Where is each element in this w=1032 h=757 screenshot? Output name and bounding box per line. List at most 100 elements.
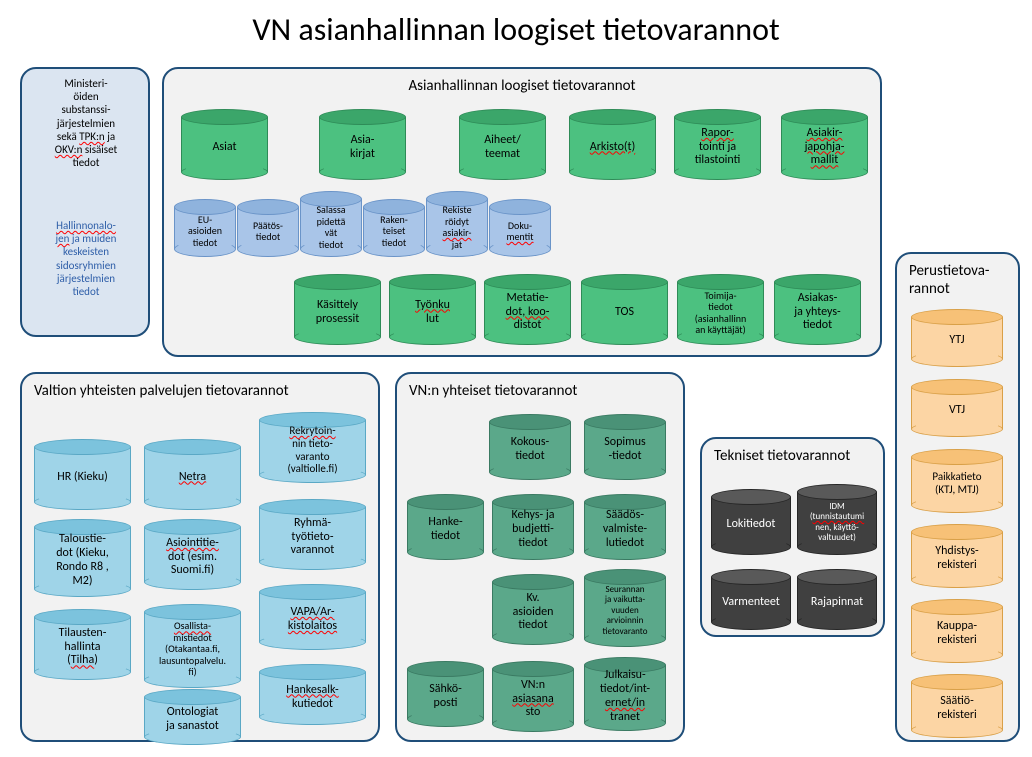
left-text-1: Ministeri-öidensubstanssi-järjestelmiens… <box>30 77 142 169</box>
cylinder-label: Hankesalk-kutiedot <box>286 684 338 712</box>
cylinder-label: Raken-teisettiedot <box>380 214 408 249</box>
cylinder-vnn-3: Kehys- jabudjetti-tiedot <box>493 502 573 552</box>
cylinder-vnn-8: VN:nasiasanasto <box>493 669 573 724</box>
cylinder-label: Ontologiatja sanastot <box>166 706 219 734</box>
cylinder-label: Kv.asioidentiedot <box>513 592 554 633</box>
cylinder-label: Doku-mentit <box>506 220 533 243</box>
cylinder-tekniset-2: Varmenteet <box>712 577 790 622</box>
cylinder-asianhallinta_row3-5: Asiakas-ja yhteys-tiedot <box>775 282 860 337</box>
cylinder-label: Asiakas-ja yhteys-tiedot <box>794 292 840 333</box>
cylinder-label: EU-asioidentiedot <box>188 214 222 249</box>
cylinder-label: VTJ <box>949 404 965 418</box>
cylinder-vnn-5: Kv.asioidentiedot <box>493 582 573 637</box>
cylinder-label: VN:nasiasanasto <box>512 679 553 720</box>
cylinder-label: Yhdistys-rekisteri <box>935 545 978 573</box>
cylinder-asianhallinta_row3-4: Toimija-tiedot(asianhallinnan käyttäjät) <box>678 282 763 337</box>
cylinder-asianhallinta_row2-1: Päätös-tiedot <box>238 207 298 249</box>
cylinder-label: Rajapinnat <box>811 596 863 610</box>
cylinder-label: Kauppa-rekisteri <box>937 620 977 648</box>
cylinder-label: Käsittelyprosessit <box>316 299 359 327</box>
cylinder-perus-3: Yhdistys-rekisteri <box>912 532 1002 580</box>
cylinder-perus-1: VTJ <box>912 387 1002 429</box>
cylinder-asianhallinta_row1-1: Asia-kirjat <box>320 117 405 172</box>
cylinder-asianhallinta_row2-0: EU-asioidentiedot <box>175 207 235 249</box>
cylinder-perus-5: Säätiö-rekisteri <box>912 682 1002 730</box>
cylinder-valtion-1: Netra <box>145 447 240 502</box>
cylinder-vnn-2: Hanke-tiedot <box>408 502 483 552</box>
cylinder-valtion-7: Osallista-mistiedot(Otakantaa.fi,lausunt… <box>145 612 240 680</box>
cylinder-valtion-8: VAPA/Ar-kistolaitos <box>260 592 365 642</box>
cylinder-vnn-6: Seurannanja vaikutta-vuudenarvioinnintie… <box>585 577 665 639</box>
cylinder-asianhallinta_row2-3: Raken-teisettiedot <box>364 207 424 249</box>
group-left-small: Ministeri-öidensubstanssi-järjestelmiens… <box>20 67 150 337</box>
cylinder-valtion-4: Asiointitie-dot (esim.Suomi.fi) <box>145 527 240 582</box>
cylinder-label: Aiheet/teemat <box>484 134 521 162</box>
cylinder-vnn-1: Sopimus-tiedot <box>585 422 665 472</box>
cylinder-vnn-4: Säädös-valmiste-lutiedot <box>585 502 665 552</box>
page-title: VN asianhallinnan loogiset tietovarannot <box>10 10 1022 49</box>
cylinder-perus-2: Paikkatieto(KTJ, MTJ) <box>912 457 1002 505</box>
cylinder-asianhallinta_row1-0: Asiat <box>182 117 267 172</box>
cylinder-label: Ryhmä-työtieto-varannot <box>291 517 335 558</box>
cylinder-label: Tilausten-hallinta(Tilha) <box>59 627 107 668</box>
cylinder-perus-0: YTJ <box>912 317 1002 359</box>
cylinder-label: Netra <box>179 471 206 485</box>
group-title-perus: Perustietova- rannot <box>909 262 1006 298</box>
left-text-2: Hallinnonalo-jen ja muidenkeskeistensido… <box>30 219 142 298</box>
cylinder-label: Rapor-tointi jatilastointi <box>695 127 741 168</box>
cylinder-asianhallinta_row3-3: TOS <box>582 282 667 337</box>
cylinder-asianhallinta_row3-0: Käsittelyprosessit <box>295 282 380 337</box>
cylinder-vnn-9: Julkaisu-tiedot/int-ernet/intranet <box>585 665 665 723</box>
cylinder-vnn-7: Sähkö-posti <box>408 669 483 719</box>
cylinder-asianhallinta_row3-1: Työnkulut <box>390 282 475 337</box>
cylinder-label: Toimija-tiedot(asianhallinnan käyttäjät) <box>695 290 747 336</box>
cylinder-label: Rekisteröidytasiakir-jat <box>442 204 471 250</box>
cylinder-label: Julkaisu-tiedot/int-ernet/intranet <box>600 669 650 724</box>
cylinder-tekniset-0: Lokitiedot <box>712 497 790 547</box>
cylinder-label: TOS <box>615 306 634 320</box>
diagram-canvas: Ministeri-öidensubstanssi-järjestelmiens… <box>10 57 1022 747</box>
cylinder-label: Päätös-tiedot <box>253 220 283 243</box>
cylinder-label: Sopimus-tiedot <box>604 436 645 464</box>
cylinder-label: Varmenteet <box>722 596 780 610</box>
group-title-valtion: Valtion yhteisten palvelujen tietovarann… <box>34 382 366 400</box>
cylinder-label: Rekrytoin-nin tieto-varanto(valtiolle.fi… <box>287 425 337 476</box>
cylinder-label: Paikkatieto(KTJ, MTJ) <box>932 471 981 496</box>
cylinder-tekniset-3: Rajapinnat <box>798 577 876 622</box>
cylinder-label: YTJ <box>949 334 964 348</box>
cylinder-asianhallinta_row2-2: Salassapidettävättiedot <box>301 199 361 249</box>
cylinder-asianhallinta_row1-4: Rapor-tointi jatilastointi <box>675 117 760 172</box>
cylinder-label: Sähkö-posti <box>429 683 462 711</box>
group-title-vnn: VN:n yhteiset tietovarannot <box>409 382 671 400</box>
group-title-tekniset: Tekniset tietovarannot <box>714 447 871 465</box>
cylinder-vnn-0: Kokous-tiedot <box>490 422 570 472</box>
cylinder-label: Taloustie-dot (Kieku,Rondo R8 ,M2) <box>56 533 109 588</box>
cylinder-label: Arkisto(t) <box>590 141 635 155</box>
cylinder-asianhallinta_row2-4: Rekisteröidytasiakir-jat <box>427 199 487 249</box>
cylinder-valtion-6: Tilausten-hallinta(Tilha) <box>35 617 130 672</box>
cylinder-label: Säätiö-rekisteri <box>937 695 977 723</box>
cylinder-label: Osallista-mistiedot(Otakantaa.fi,lausunt… <box>159 620 226 678</box>
cylinder-asianhallinta_row1-5: Asiakir-japohja-mallit <box>782 117 867 172</box>
cylinder-label: HR (Kieku) <box>57 471 108 485</box>
cylinder-label: VAPA/Ar-kistolaitos <box>288 606 337 634</box>
cylinder-asianhallinta_row3-2: Metatie-dot, koo-distot <box>485 282 570 337</box>
cylinder-label: Asia-kirjat <box>350 134 375 162</box>
cylinder-valtion-9: Ontologiatja sanastot <box>145 697 240 737</box>
cylinder-label: Kokous-tiedot <box>511 436 549 464</box>
cylinder-asianhallinta_row1-2: Aiheet/teemat <box>460 117 545 172</box>
cylinder-label: Asiat <box>212 141 236 155</box>
cylinder-valtion-3: Taloustie-dot (Kieku,Rondo R8 ,M2) <box>35 527 130 589</box>
cylinder-valtion-5: Ryhmä-työtieto-varannot <box>260 507 365 562</box>
cylinder-label: Seurannanja vaikutta-vuudenarvioinnintie… <box>603 585 648 637</box>
cylinder-label: Lokitiedot <box>727 518 776 532</box>
cylinder-label: Salassapidettävättiedot <box>316 204 345 250</box>
cylinder-label: Työnkulut <box>415 299 450 327</box>
cylinder-label: Asiakir-japohja-mallit <box>805 127 845 168</box>
cylinder-label: Hanke-tiedot <box>428 516 462 544</box>
cylinder-valtion-10: Hankesalk-kutiedot <box>260 672 365 717</box>
cylinder-perus-4: Kauppa-rekisteri <box>912 607 1002 655</box>
cylinder-valtion-2: Rekrytoin-nin tieto-varanto(valtiolle.fi… <box>260 420 365 475</box>
cylinder-label: Asiointitie-dot (esim.Suomi.fi) <box>166 537 219 578</box>
group-title-asianhallinta: Asianhallinnan loogiset tietovarannot <box>176 77 868 95</box>
